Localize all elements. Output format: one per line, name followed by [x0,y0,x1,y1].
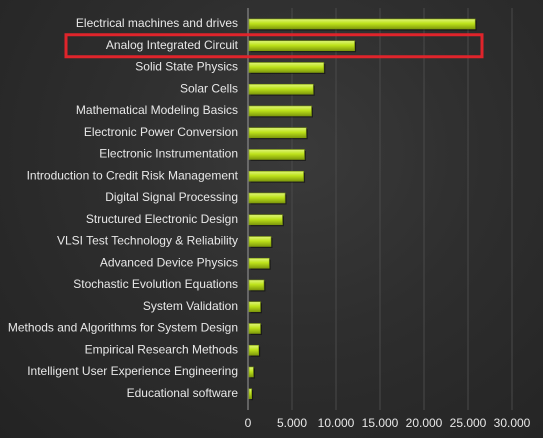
bar-empirical-research-methods [248,344,259,356]
category-labels: Electrical machines and drives Analog Int… [8,16,239,400]
x-axis-ticks: 0 5.000 10.000 15.000 20.000 25.000 30.000 [245,416,531,430]
category-label-intelligent-user-experience-engineering: Intelligent User Experience Engineering [27,364,238,378]
bar-system-validation [248,301,261,313]
bar-educational-software [248,388,252,400]
category-label-methods-and-algorithms-for-system-design: Methods and Algorithms for System Design [8,321,238,335]
bar-electronic-instrumentation [248,149,305,160]
category-label-electronic-power-conversion: Electronic Power Conversion [84,125,238,139]
category-label-vlsi-test-technology-reliability: VLSI Test Technology & Reliability [57,234,238,248]
category-label-introduction-to-credit-risk-management: Introduction to Credit Risk Management [27,168,239,182]
bar-intelligent-user-experience-engineering [248,366,254,378]
highlight-box [64,33,484,59]
x-tick-label: 20.000 [406,416,443,430]
category-label-system-validation: System Validation [143,299,238,313]
category-label-solar-cells: Solar Cells [180,81,238,95]
bar-introduction-to-credit-risk-management [248,170,304,182]
bar-electrical-machines-and-drives [248,18,476,30]
category-label-educational-software: Educational software [127,386,239,400]
x-tick-label: 0 [245,416,252,430]
bar-mathematical-modeling-basics [248,105,312,117]
category-label-advanced-device-physics: Advanced Device Physics [100,255,238,269]
bar-structured-electronic-design [248,214,283,226]
bars [248,18,477,401]
bar-advanced-device-physics [248,257,270,269]
category-label-empirical-research-methods: Empirical Research Methods [85,342,238,356]
highlight-annotation [64,33,484,59]
bar-solar-cells [248,83,314,95]
x-tick-label: 30.000 [494,416,531,430]
category-label-mathematical-modeling-basics: Mathematical Modeling Basics [76,103,238,117]
bar-analog-integrated-circuit [248,40,355,52]
bar-solid-state-physics [248,62,325,73]
x-tick-label: 5.000 [277,416,307,430]
x-tick-label: 15.000 [362,416,399,430]
category-label-solid-state-physics: Solid State Physics [135,60,238,74]
bar-vlsi-test-technology-reliability [248,236,272,247]
x-tick-label: 25.000 [450,416,487,430]
category-label-stochastic-evolution-equations: Stochastic Evolution Equations [73,277,238,291]
bar-electronic-power-conversion [248,127,307,139]
bar-stochastic-evolution-equations [248,279,265,291]
grid-lines [247,8,513,410]
category-label-electronic-instrumentation: Electronic Instrumentation [99,147,238,161]
x-tick-label: 10.000 [318,416,355,430]
bar-digital-signal-processing [248,192,286,204]
bar-methods-and-algorithms-for-system-design [248,323,261,334]
category-label-structured-electronic-design: Structured Electronic Design [86,212,238,226]
category-label-electrical-machines-and-drives: Electrical machines and drives [76,16,238,30]
category-label-analog-integrated-circuit: Analog Integrated Circuit [106,38,239,52]
category-label-digital-signal-processing: Digital Signal Processing [105,190,238,204]
